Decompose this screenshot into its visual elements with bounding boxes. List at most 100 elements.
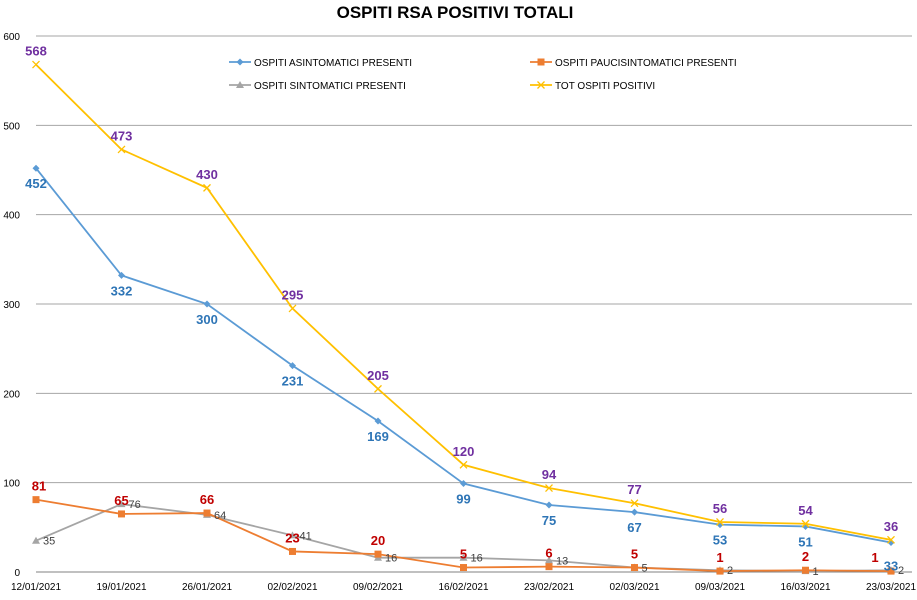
data-label: 75 bbox=[542, 513, 556, 528]
square-marker bbox=[289, 547, 296, 555]
x-marker bbox=[545, 484, 553, 492]
x-marker bbox=[801, 519, 810, 528]
x-marker bbox=[32, 60, 40, 69]
x-marker bbox=[887, 535, 895, 544]
y-tick-label: 400 bbox=[3, 211, 20, 222]
legend-label: OSPITI SINTOMATICI PRESENTI bbox=[254, 81, 406, 92]
square-marker bbox=[537, 58, 545, 66]
data-label: 300 bbox=[196, 312, 218, 327]
data-label: 205 bbox=[367, 368, 389, 383]
y-tick-label: 500 bbox=[3, 121, 20, 132]
legend-item: TOT OSPITI POSITIVI bbox=[530, 81, 655, 92]
data-label: 16 bbox=[385, 553, 397, 565]
square-marker bbox=[32, 496, 40, 504]
y-tick-label: 600 bbox=[3, 32, 20, 43]
data-label: 2 bbox=[727, 565, 733, 577]
data-label: 231 bbox=[282, 374, 304, 389]
data-label: 452 bbox=[25, 176, 47, 191]
data-label: 16 bbox=[471, 553, 483, 565]
y-tick-label: 0 bbox=[14, 568, 20, 579]
data-label: 99 bbox=[456, 492, 470, 507]
diamond-marker bbox=[631, 508, 638, 516]
legend-item: OSPITI PAUCISINTOMATICI PRESENTI bbox=[530, 58, 737, 69]
x-tick-label: 16/02/2021 bbox=[438, 582, 488, 593]
square-marker bbox=[203, 509, 211, 517]
legend-label: OSPITI PAUCISINTOMATICI PRESENTI bbox=[555, 58, 737, 69]
square-marker bbox=[545, 563, 553, 571]
square-marker bbox=[631, 564, 638, 572]
data-label: 473 bbox=[111, 128, 133, 143]
diamond-marker bbox=[236, 58, 244, 66]
data-label: 332 bbox=[111, 283, 133, 298]
x-tick-label: 09/03/2021 bbox=[695, 582, 745, 593]
legend-item: OSPITI SINTOMATICI PRESENTI bbox=[229, 81, 406, 92]
square-marker bbox=[460, 564, 467, 572]
legend-label: OSPITI ASINTOMATICI PRESENTI bbox=[254, 58, 412, 69]
data-label: 6 bbox=[545, 546, 552, 561]
x-tick-label: 16/03/2021 bbox=[780, 582, 830, 593]
x-marker bbox=[630, 499, 639, 508]
data-label: 66 bbox=[200, 492, 214, 507]
data-label: 430 bbox=[196, 167, 218, 182]
triangle-marker bbox=[545, 556, 553, 564]
square-marker bbox=[887, 567, 895, 575]
x-tick-label: 02/02/2021 bbox=[267, 582, 317, 593]
x-tick-label: 02/03/2021 bbox=[609, 582, 659, 593]
x-marker bbox=[716, 518, 724, 526]
x-marker bbox=[288, 304, 297, 313]
data-label: 94 bbox=[542, 467, 557, 482]
data-label: 5 bbox=[631, 547, 638, 562]
y-tick-label: 200 bbox=[3, 389, 20, 400]
legend-item: OSPITI ASINTOMATICI PRESENTI bbox=[229, 58, 412, 69]
data-label: 56 bbox=[713, 501, 727, 516]
data-label: 51 bbox=[798, 534, 812, 549]
square-marker bbox=[374, 550, 382, 558]
triangle-marker bbox=[459, 553, 468, 561]
x-tick-label: 12/01/2021 bbox=[11, 582, 61, 593]
data-label: 67 bbox=[627, 520, 641, 535]
x-marker bbox=[117, 145, 126, 154]
diamond-marker bbox=[118, 271, 125, 279]
square-marker bbox=[118, 510, 125, 518]
data-label: 65 bbox=[114, 493, 128, 508]
triangle-marker bbox=[32, 536, 40, 544]
data-label: 36 bbox=[884, 519, 898, 534]
data-label: 33 bbox=[884, 559, 898, 574]
data-label: 53 bbox=[713, 533, 727, 548]
square-marker bbox=[716, 567, 724, 575]
diamond-marker bbox=[460, 480, 467, 488]
x-tick-label: 23/02/2021 bbox=[524, 582, 574, 593]
triangle-marker bbox=[117, 500, 126, 508]
data-label: 5 bbox=[460, 547, 467, 562]
y-tick-label: 300 bbox=[3, 300, 20, 311]
x-marker bbox=[537, 81, 545, 89]
data-label: 295 bbox=[282, 287, 304, 302]
diamond-marker bbox=[203, 300, 211, 308]
data-label: 20 bbox=[371, 533, 385, 548]
x-tick-label: 26/01/2021 bbox=[182, 582, 232, 593]
data-label: 13 bbox=[556, 555, 568, 567]
diamond-marker bbox=[545, 501, 553, 509]
data-label: 64 bbox=[214, 510, 226, 522]
data-label: 54 bbox=[798, 503, 813, 518]
data-label: 2 bbox=[898, 565, 904, 577]
x-marker bbox=[203, 183, 211, 192]
data-label: 5 bbox=[642, 563, 648, 575]
triangle-marker bbox=[288, 531, 297, 539]
data-label: 77 bbox=[627, 482, 641, 497]
square-marker bbox=[802, 566, 809, 574]
data-label: 120 bbox=[453, 444, 475, 459]
y-tick-label: 100 bbox=[3, 479, 20, 490]
legend-label: TOT OSPITI POSITIVI bbox=[555, 81, 655, 92]
data-label: 1 bbox=[813, 566, 819, 578]
data-label: 41 bbox=[300, 530, 312, 542]
diamond-marker bbox=[32, 164, 40, 172]
series-line bbox=[35, 63, 892, 541]
data-label: 76 bbox=[129, 499, 141, 511]
data-label: 568 bbox=[25, 44, 47, 59]
x-marker bbox=[459, 460, 468, 469]
chart-title: OSPITI RSA POSITIVI TOTALI bbox=[337, 3, 574, 22]
x-tick-label: 09/02/2021 bbox=[353, 582, 403, 593]
x-marker bbox=[374, 384, 382, 393]
